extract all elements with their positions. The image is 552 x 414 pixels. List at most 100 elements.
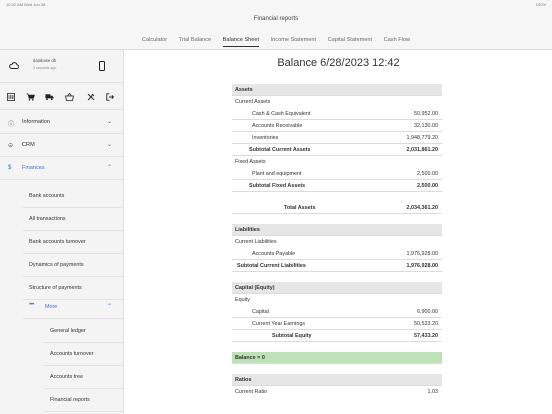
sidebar-item-label: Finances [22,165,45,171]
sidebar-item-financial-reports[interactable]: Financial reports [44,389,124,412]
sidebar-item-label: Accounts turnover [50,351,94,357]
row-label: Fixed Assets [235,159,266,165]
section-header: Ratios [232,374,442,386]
sidebar-item-dynamics-of-payments[interactable]: Dynamics of payments [23,254,124,277]
tab-income-statement[interactable]: Income Statement [270,37,317,43]
total-row: Total Assets 2,034,361.20 [232,202,442,214]
account-name: database db [33,58,57,63]
status-time: 10:42 AM Wed Jun 28 [6,2,46,7]
report-title: Balance 6/28/2023 12:42 [277,57,400,69]
sidebar-item-all-transactions[interactable]: All transactions [23,208,124,231]
row-value: 50,952.00 [414,111,438,117]
sidebar-item-label: Dynamics of payments [29,262,84,268]
sidebar-item-structure-of-payments[interactable]: Structure of payments [23,277,124,300]
row-label: Subtotal Fixed Assets [249,183,306,189]
info-icon: ⓘ [8,122,15,128]
row-value: 6,900.00 [417,309,438,315]
logout-icon[interactable] [105,92,114,101]
tab-cash-flow[interactable]: Cash Flow [383,37,411,43]
sidebar-item-label: All transactions [29,216,66,222]
sidebar-item-accounts-tree[interactable]: Accounts tree [44,366,124,389]
phone-icon[interactable] [99,61,105,71]
group-label: Current Assets [232,96,442,108]
sidebar-item-label: Accounts tree [50,374,83,380]
section-header: Capital (Equity) [232,282,442,294]
subtotal-row: Subtotal Current Liabilities 1,976,928.00 [232,260,442,272]
row-label: Inventories [252,135,279,141]
report-tabs: Calculator Trial Balance Balance Sheet I… [0,37,552,47]
row-label: Equity [235,297,250,303]
account-sync-status: 3 seconds ago [33,66,57,70]
spacer [232,342,442,352]
group-label: Fixed Assets [232,156,442,168]
sidebar-item-accounts-turnover[interactable]: Accounts turnover [44,343,124,366]
row-label: Current Year Earnings [252,321,306,327]
group-label: Equity [232,294,442,306]
sidebar-item-bank-accounts-turnover[interactable]: Bank accounts turnover [23,231,124,254]
table-row: Accounts Receivable 32,130.00 [232,120,442,132]
basket-icon[interactable] [65,92,74,101]
crm-icon: ⊝ [8,143,14,149]
table-row: Inventories 1,948,779.20 [232,132,442,144]
row-value: 1,976,928.00 [406,251,438,257]
sidebar-group-more[interactable]: ••• More ⌃ [23,296,124,319]
sidebar-item-label: Structure of payments [29,285,82,291]
tab-balance-sheet[interactable]: Balance Sheet [222,37,260,47]
row-value: 1,976,928.00 [406,263,438,269]
row-label: Subtotal Current Assets [249,147,311,153]
tools-icon[interactable] [86,92,95,101]
sidebar-item-label: Bank accounts [29,193,65,199]
row-label: Subtotal Current Liabilities [237,263,306,269]
section-title: Capital (Equity) [235,285,275,291]
balance-sheet-table: Assets Current Assets Cash & Cash Equiva… [232,84,442,398]
section-header: Assets [232,84,442,96]
sidebar-item-label: Financial reports [50,397,90,403]
report-content[interactable]: Balance 6/28/2023 12:42 Assets Current A… [125,50,552,414]
sidebar-item-general-ledger[interactable]: General ledger [44,320,124,343]
subtotal-row: Subtotal Current Assets 2,031,861.20 [232,144,442,156]
balance-check-row: Balance = 0 [232,352,442,364]
more-dots-icon: ••• [29,302,34,308]
row-value: 1.03 [427,389,439,395]
chevron-up-icon: ⌃ [106,165,112,171]
table-row: Current Year Earnings 50,533.20 [232,318,442,330]
row-value: 2,031,861.20 [406,147,438,153]
sidebar-item-bank-accounts[interactable]: Bank accounts [23,185,124,208]
tab-trial-balance[interactable]: Trial Balance [178,37,212,43]
sidebar-item-information[interactable]: ⓘ Information ⌄ [0,111,124,134]
sidebar-item-finances[interactable]: $ Finances ⌃ [0,157,124,180]
status-bar: 10:42 AM Wed Jun 28 100% [0,0,552,9]
barcode-icon[interactable] [6,92,15,101]
row-value: 50,533.20 [414,321,438,327]
spacer [232,214,442,224]
tab-calculator[interactable]: Calculator [141,37,168,43]
chevron-down-icon: ⌄ [106,142,112,148]
cart-icon[interactable] [26,92,35,101]
table-row: Cash & Cash Equivalent 50,952.00 [232,108,442,120]
table-row: Capital 6,900.00 [232,306,442,318]
tab-capital-statement[interactable]: Capital Statement [327,37,373,43]
chevron-up-icon: ⌃ [106,304,112,310]
section-header: Liabilities [232,224,442,236]
row-label: Balance = 0 [235,355,265,361]
account-panel[interactable]: database db 3 seconds ago [0,50,124,83]
subtotal-row: Subtotal Fixed Assets 2,500.00 [232,180,442,192]
spacer [232,364,442,374]
chevron-down-icon: ⌄ [106,119,112,125]
row-label: Subtotal Equity [272,333,312,339]
truck-icon[interactable] [45,92,54,101]
section-title: Ratios [235,377,252,383]
cloud-icon [9,62,19,69]
subtotal-row: Subtotal Equity 57,433.20 [232,330,442,342]
row-value: 2,034,361.20 [406,205,438,211]
sidebar-item-crm[interactable]: ⊝ CRM ⌄ [0,134,124,157]
row-label: Plant and equipment [252,171,302,177]
table-row: Accounts Payable 1,976,928.00 [232,248,442,260]
page-title: Financial reports [253,16,299,22]
row-value: 1,948,779.20 [406,135,438,141]
dollar-icon: $ [8,165,12,171]
section-title: Assets [235,87,253,93]
row-label: Accounts Receivable [252,123,303,129]
row-label: Current Ratio [235,389,268,395]
sidebar: database db 3 seconds ago ⓘ Information … [0,50,124,414]
